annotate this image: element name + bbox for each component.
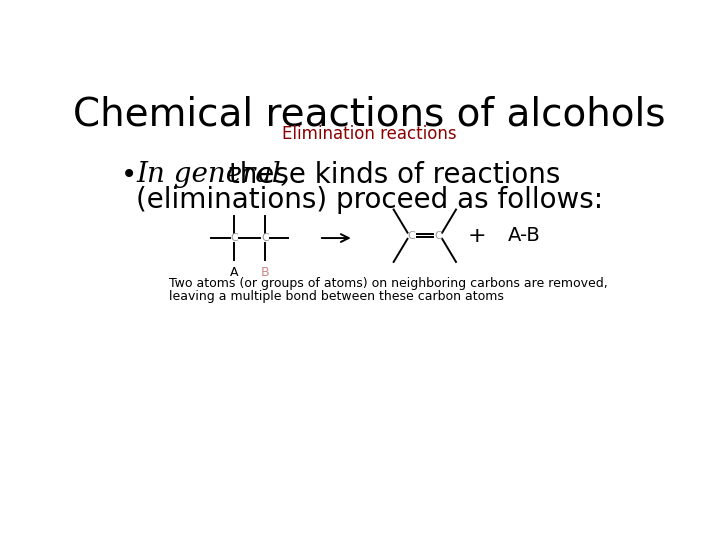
Text: B: B [261, 266, 269, 279]
Text: C: C [408, 231, 415, 241]
Text: Elimination reactions: Elimination reactions [282, 125, 456, 143]
Text: A: A [230, 266, 238, 279]
Text: leaving a multiple bond between these carbon atoms: leaving a multiple bond between these ca… [168, 291, 504, 303]
Text: Chemical reactions of alcohols: Chemical reactions of alcohols [73, 96, 665, 133]
Text: C: C [261, 233, 269, 243]
Text: In general,: In general, [137, 161, 290, 188]
Text: (eliminations) proceed as follows:: (eliminations) proceed as follows: [137, 186, 603, 214]
Text: +: + [467, 226, 486, 246]
Text: Two atoms (or groups of atoms) on neighboring carbons are removed,: Two atoms (or groups of atoms) on neighb… [168, 276, 608, 289]
Text: these kinds of reactions: these kinds of reactions [220, 161, 560, 189]
Text: A-B: A-B [508, 226, 540, 245]
Text: •: • [121, 161, 138, 189]
Text: C: C [434, 231, 442, 241]
Text: C: C [230, 233, 238, 243]
